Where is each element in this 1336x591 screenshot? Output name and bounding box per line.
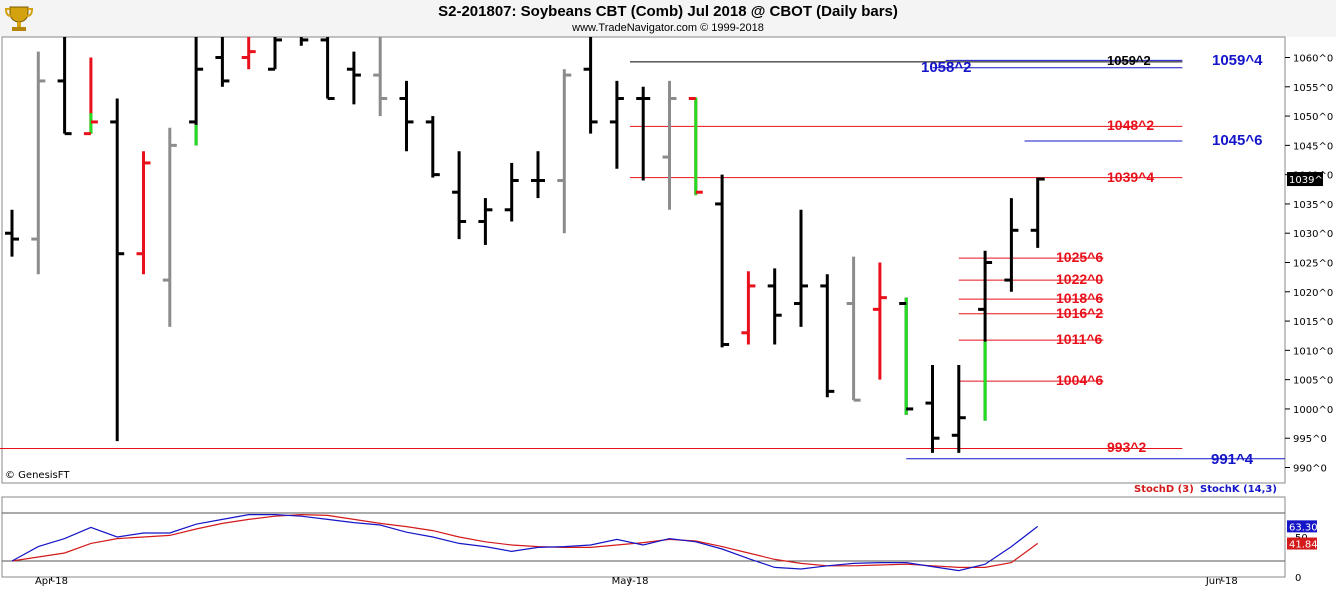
ohlc-bar [978,250,993,421]
chart-title: S2-201807: Soybeans CBT (Comb) Jul 2018 … [438,3,898,20]
level-label: 1059^2 [1107,53,1151,68]
stoch-last-box [1287,520,1317,533]
level-label: 1004^6 [1056,372,1103,388]
ohlc-bar [452,151,467,240]
ohlc-bar [57,37,72,136]
ohlc-bar [504,162,519,222]
stoch-series-line [11,513,1039,572]
y-tick-label: 1045^0 [1293,141,1333,152]
level-label: 1016^2 [1056,305,1103,321]
ohlc-bar [189,37,204,146]
level-label: 1039^4 [1107,169,1154,185]
y-tick-label: 1060^0 [1293,54,1333,65]
level-label: 1011^6 [1056,331,1103,347]
stoch-last-box [1287,537,1317,550]
ohlc-bar [215,37,230,87]
y-tick-label: 1055^0 [1293,83,1333,94]
y-tick-label: 990^0 [1293,464,1327,475]
ohlc-bar [609,80,624,169]
level-label: 1025^6 [1056,249,1103,265]
ohlc-bar [794,209,808,327]
ohlc-bar [925,365,940,453]
ohlc-bar [241,37,256,70]
ohlc-bar [557,69,572,234]
level-label: 1048^2 [1107,117,1154,133]
y-tick-label: 1015^0 [1293,317,1333,328]
stoch-last-label: 63.30 [1289,522,1318,533]
ohlc-bar [1004,198,1019,292]
ohlc-bar [951,365,966,453]
level-label: 993^2 [1107,439,1147,455]
y-tick-label: 1005^0 [1293,376,1333,387]
level-label: 1058^2 [921,59,971,76]
last-price-label: 1039^2 [1289,175,1329,186]
y-tick-label: 995^0 [1293,434,1327,445]
level-label: 991^4 [1211,451,1254,468]
ohlc-bar [136,151,151,275]
ohlc-bar [425,116,440,178]
ohlc-bar [478,198,493,245]
x-tick-label: May-18 [612,576,649,587]
ohlc-bar [899,297,914,415]
ohlc-bar [5,209,19,257]
ohlc-bar [31,51,46,275]
y-tick-label: 1030^0 [1293,229,1333,240]
stoch-last-label: 41.84 [1289,540,1318,551]
last-price-box [1287,172,1323,187]
level-label: 1018^6 [1056,290,1103,306]
chart-subtitle: www.TradeNavigator.com © 1999-2018 [572,22,764,34]
ohlc-bar [636,86,651,181]
ohlc-bar [583,37,598,134]
ohlc-bar [872,262,887,380]
ohlc-bar [741,271,756,345]
ohlc-bar [688,97,703,196]
ohlc-bar [531,151,545,199]
title-bar [0,0,1336,37]
ohlc-bar [110,98,125,442]
ohlc-bar [162,127,177,327]
y-tick-label: 1025^0 [1293,259,1333,270]
y-tick-label: 1010^0 [1293,346,1333,357]
stoch-series-line [11,513,1039,569]
y-tick-label: 1020^0 [1293,288,1333,299]
ohlc-bar [846,256,861,402]
ohlc-bar [767,268,782,345]
y-tick-label: 1000^0 [1293,405,1333,416]
x-tick-label: Jun-18 [1205,576,1238,587]
copyright-label: © GenesisFT [5,470,70,481]
ohlc-bar [268,37,282,71]
ohlc-bar [320,37,335,100]
y-tick-label: 1050^0 [1293,112,1333,123]
stoch-y-tick-label: 0 [1295,573,1301,584]
x-tick-label: Apr-18 [35,576,68,587]
ohlc-bar [399,80,414,152]
trophy-logo-icon [4,6,34,31]
stoch-legend-entry: StochK (14,3) [1200,484,1277,495]
level-label: 1022^0 [1056,271,1103,287]
ohlc-bar [1030,177,1045,248]
ohlc-bar [83,57,98,136]
level-label: 1059^4 [1212,52,1263,69]
ohlc-bar [299,37,309,46]
y-tick-label: 1035^0 [1293,200,1333,211]
ohlc-bar [346,51,361,105]
ohlc-bar [662,80,677,210]
ohlc-bar [373,37,388,117]
ohlc-bar [715,174,730,348]
ohlc-bar [820,274,835,398]
stoch-legend-entry: StochD (3) [1134,484,1194,495]
level-label: 1045^6 [1212,132,1262,149]
